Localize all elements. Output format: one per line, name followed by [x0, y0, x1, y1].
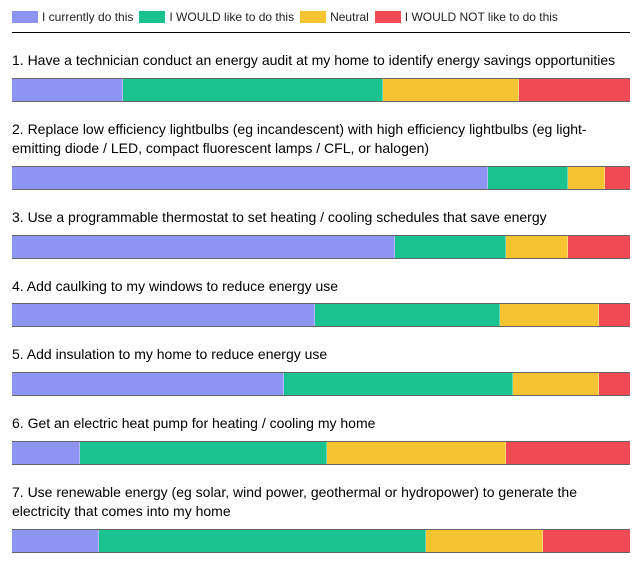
question-group: 6. Get an electric heat pump for heating…: [12, 414, 630, 465]
stacked-bar: [12, 530, 630, 552]
bar-segment-currently: [12, 530, 99, 552]
question-group: 7. Use renewable energy (eg solar, wind …: [12, 483, 630, 553]
bar-segment-neutral: [506, 236, 568, 258]
legend-label-would: I WOULD like to do this: [169, 10, 294, 24]
question-group: 4. Add caulking to my windows to reduce …: [12, 277, 630, 328]
legend-item-would: I WOULD like to do this: [139, 10, 294, 24]
bar-segment-wouldnot: [605, 167, 630, 189]
bar-segment-currently: [12, 373, 284, 395]
bar-segment-wouldnot: [506, 442, 630, 464]
question-label: 2. Replace low efficiency lightbulbs (eg…: [12, 120, 630, 158]
bar-segment-currently: [12, 236, 395, 258]
question-group: 5. Add insulation to my home to reduce e…: [12, 345, 630, 396]
legend-item-neutral: Neutral: [300, 10, 369, 24]
legend-swatch-currently: [12, 11, 38, 23]
bar-wrap: [12, 441, 630, 465]
legend-label-wouldnot: I WOULD NOT like to do this: [405, 10, 558, 24]
bar-segment-wouldnot: [599, 304, 630, 326]
legend-label-neutral: Neutral: [330, 10, 369, 24]
bar-segment-would: [123, 79, 383, 101]
bar-segment-neutral: [568, 167, 605, 189]
bar-wrap: [12, 166, 630, 190]
legend-swatch-wouldnot: [375, 11, 401, 23]
bar-segment-would: [284, 373, 513, 395]
bar-segment-wouldnot: [599, 373, 630, 395]
bar-segment-would: [315, 304, 500, 326]
bar-segment-neutral: [327, 442, 506, 464]
legend-swatch-would: [139, 11, 165, 23]
stacked-bar: [12, 167, 630, 189]
bar-wrap: [12, 78, 630, 102]
bar-segment-neutral: [513, 373, 600, 395]
bar-segment-neutral: [426, 530, 543, 552]
bar-segment-wouldnot: [519, 79, 630, 101]
question-group: 2. Replace low efficiency lightbulbs (eg…: [12, 120, 630, 190]
chart-body: 1. Have a technician conduct an energy a…: [12, 51, 630, 553]
question-label: 3. Use a programmable thermostat to set …: [12, 208, 630, 227]
bar-segment-neutral: [383, 79, 519, 101]
bar-segment-would: [80, 442, 327, 464]
bar-wrap: [12, 235, 630, 259]
bar-segment-currently: [12, 442, 80, 464]
legend: I currently do this I WOULD like to do th…: [12, 8, 630, 30]
legend-item-currently: I currently do this: [12, 10, 133, 24]
bar-wrap: [12, 529, 630, 553]
bar-segment-wouldnot: [543, 530, 630, 552]
question-group: 3. Use a programmable thermostat to set …: [12, 208, 630, 259]
bar-segment-currently: [12, 304, 315, 326]
bar-wrap: [12, 372, 630, 396]
legend-underline: [12, 32, 630, 33]
bar-wrap: [12, 303, 630, 327]
question-group: 1. Have a technician conduct an energy a…: [12, 51, 630, 102]
bar-segment-currently: [12, 79, 123, 101]
stacked-bar: [12, 236, 630, 258]
bar-segment-neutral: [500, 304, 599, 326]
question-label: 6. Get an electric heat pump for heating…: [12, 414, 630, 433]
legend-label-currently: I currently do this: [42, 10, 133, 24]
bar-segment-currently: [12, 167, 488, 189]
bar-segment-would: [99, 530, 427, 552]
stacked-bar: [12, 304, 630, 326]
bar-segment-would: [488, 167, 568, 189]
bar-segment-would: [395, 236, 506, 258]
question-label: 5. Add insulation to my home to reduce e…: [12, 345, 630, 364]
question-label: 1. Have a technician conduct an energy a…: [12, 51, 630, 70]
legend-swatch-neutral: [300, 11, 326, 23]
stacked-bar: [12, 373, 630, 395]
question-label: 4. Add caulking to my windows to reduce …: [12, 277, 630, 296]
stacked-bar: [12, 442, 630, 464]
question-label: 7. Use renewable energy (eg solar, wind …: [12, 483, 630, 521]
bar-segment-wouldnot: [568, 236, 630, 258]
legend-item-wouldnot: I WOULD NOT like to do this: [375, 10, 558, 24]
stacked-bar: [12, 79, 630, 101]
